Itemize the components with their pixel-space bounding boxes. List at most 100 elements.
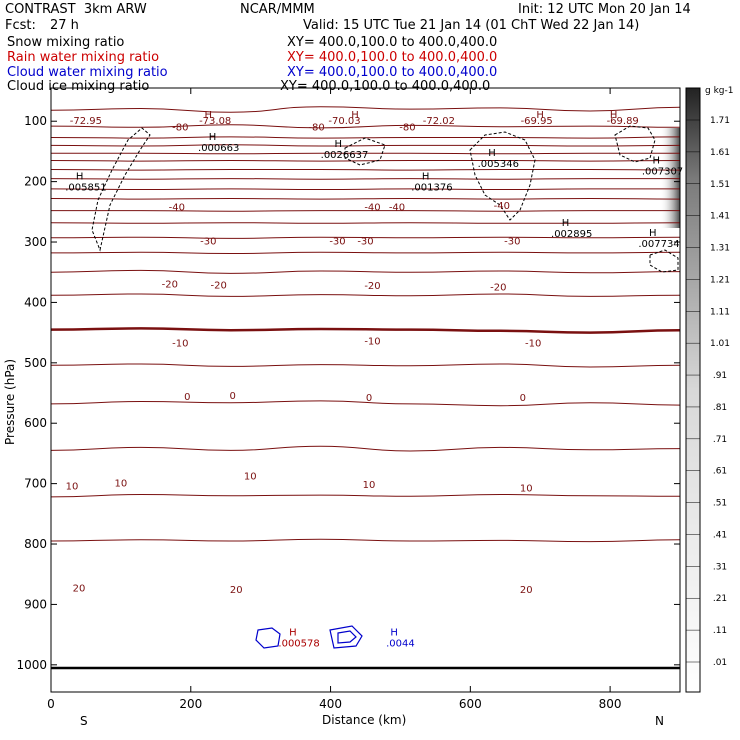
field-xy-snow: XY= 400.0,100.0 to 400.0,400.0 xyxy=(287,35,498,50)
snow-max-label: .002895 xyxy=(551,229,592,240)
contour-label: -10 xyxy=(172,339,188,350)
cloud-water-cell-2 xyxy=(329,625,363,649)
valid-time: Valid: 15 UTC Tue 21 Jan 14 (01 ChT Wed … xyxy=(303,18,640,33)
snow-max-label-h: H xyxy=(335,139,343,150)
contour-label: 10 xyxy=(66,482,79,493)
colorbar-label: 1.71 xyxy=(710,116,730,126)
contour-label: 10 xyxy=(520,484,533,495)
axes: 0 200 400 600 800100200300400500600700800900… xyxy=(16,87,681,711)
snow-max-label: .007734 xyxy=(638,239,679,250)
colorbar-label: .21 xyxy=(713,594,727,604)
snow-max-label-h: H xyxy=(562,218,570,229)
contour-label: -72.02 xyxy=(423,116,455,127)
contour-label: -69.89 xyxy=(607,116,639,127)
snow-max-label-h: H xyxy=(422,172,430,183)
contour-label: -30 xyxy=(329,236,345,247)
y-tick-label: 700 xyxy=(24,477,47,491)
isotherm-m65 xyxy=(50,144,681,147)
isotherm-0 xyxy=(50,327,681,334)
colorbar-label: 1.01 xyxy=(710,339,730,349)
contour-label: 10 xyxy=(115,479,128,490)
cloud-water-max-label-h: H xyxy=(390,628,398,639)
south-end-label: S xyxy=(80,714,88,728)
contour-label: -30 xyxy=(357,236,373,247)
x-axis-label: Distance (km) xyxy=(322,713,406,727)
contour-label: -40 xyxy=(494,201,510,212)
colorbar: g kg-1 .01 .11 .21 .31 .41 .51 .61 .71 .81 .91 1.0… xyxy=(685,86,733,693)
fcst-label: Fcst: xyxy=(5,18,36,33)
colorbar-label: .51 xyxy=(713,499,727,509)
contour-label: -20 xyxy=(490,282,506,293)
x-tick-label: 0 xyxy=(47,697,55,711)
isotherm-m35 xyxy=(50,197,681,200)
contour-label: -40 xyxy=(169,203,185,214)
contour-label: H xyxy=(205,110,213,121)
isotherm-m80 xyxy=(50,106,681,113)
colorbar-label: .01 xyxy=(713,658,727,668)
isotherm-m20 xyxy=(50,236,681,239)
snow-outlines xyxy=(91,125,679,273)
x-tick-label: 800 xyxy=(599,697,622,711)
contour-label: 20 xyxy=(520,585,533,596)
colorbar-unit: g kg-1 xyxy=(705,86,733,96)
contour-label: -72.95 xyxy=(70,116,102,127)
colorbar-label: .61 xyxy=(713,467,727,477)
y-axis-label: Pressure (hPa) xyxy=(3,359,17,445)
contour-label: -20 xyxy=(364,281,380,292)
contour-label: -20 xyxy=(211,281,227,292)
field-maxima: .005851H.000663H.0026637H.001376H.005346… xyxy=(65,132,683,650)
contour-label: -30 xyxy=(504,236,520,247)
snow-max-label: .005851 xyxy=(65,183,106,194)
colorbar-scale xyxy=(685,87,701,693)
snow-max-label-h: H xyxy=(653,155,661,166)
contour-label: -30 xyxy=(200,236,216,247)
isotherm-m55 xyxy=(50,159,681,162)
x-tick-label: 200 xyxy=(179,697,202,711)
contour-label: 0 xyxy=(230,391,236,402)
init-time: Init: 12 UTC Mon 20 Jan 14 xyxy=(518,2,691,17)
y-tick-label: 500 xyxy=(24,356,47,370)
contour-label: 0 xyxy=(184,392,190,403)
isotherm-20 xyxy=(50,493,681,498)
x-tick-label: 600 xyxy=(459,697,482,711)
snow-max-label: .000663 xyxy=(198,143,239,154)
cloud-water-max-label: .0044 xyxy=(386,639,415,650)
isotherm-m30 xyxy=(51,210,680,212)
colorbar-label: 1.51 xyxy=(710,180,730,190)
contour-label: -40 xyxy=(364,203,380,214)
snow-max-label-h: H xyxy=(488,148,496,159)
contour-label: -10 xyxy=(364,337,380,348)
colorbar-label: 1.21 xyxy=(710,275,730,285)
colorbar-label: .71 xyxy=(713,435,727,445)
contour-label: H xyxy=(610,110,618,121)
snow-outline-3 xyxy=(469,131,536,221)
contour-label: H xyxy=(351,110,359,121)
snow-max-label-h: H xyxy=(209,132,217,143)
isotherm-m50 xyxy=(50,169,681,171)
contour-label: 0 xyxy=(366,393,372,404)
y-tick-label: 600 xyxy=(24,416,47,430)
y-tick-label: 400 xyxy=(24,295,47,309)
contour-label: 10 xyxy=(244,471,257,482)
colorbar-label: .81 xyxy=(713,403,727,413)
snow-outline-2 xyxy=(344,137,386,166)
y-tick-label: 900 xyxy=(24,597,47,611)
isotherm-m75 xyxy=(50,124,681,129)
y-tick-label: 100 xyxy=(24,114,47,128)
snow-max-label-h: H xyxy=(649,228,657,239)
contour-label: 20 xyxy=(230,585,243,596)
isotherm-m5 xyxy=(50,293,681,297)
contour-label: -80 xyxy=(172,122,188,133)
colorbar-label: 1.31 xyxy=(710,244,730,254)
cloud-water-cells xyxy=(255,625,363,649)
contour-label: -20 xyxy=(162,279,178,290)
contour-label: -80 xyxy=(308,122,324,133)
contour-label: -10 xyxy=(525,339,541,350)
field-name-rain: Rain water mixing ratio xyxy=(7,50,160,65)
contour-label: -70.03 xyxy=(328,116,360,127)
snow-max-label: .0026637 xyxy=(321,150,369,161)
colorbar-label: .41 xyxy=(713,530,727,540)
snow-shading xyxy=(660,128,680,228)
snow-max-label: .001376 xyxy=(411,183,452,194)
